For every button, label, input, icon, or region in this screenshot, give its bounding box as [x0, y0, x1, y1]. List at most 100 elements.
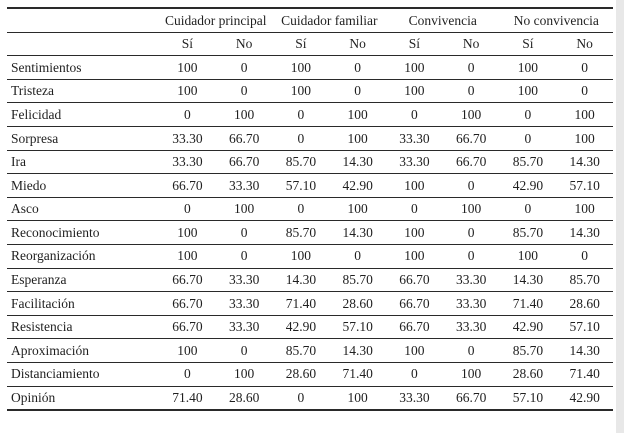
subheader-si: Sí: [159, 32, 216, 57]
cell-value: 14.30: [329, 150, 387, 175]
cell-value: 0: [272, 386, 330, 411]
subheader-no: No: [556, 32, 614, 57]
cell-value: 33.30: [386, 386, 443, 411]
cell-value: 0: [215, 338, 273, 363]
emotions-results-table: Cuidador principal Cuidador familiar Con…: [7, 7, 614, 412]
cell-value: 33.30: [159, 150, 216, 175]
cell-value: 28.60: [272, 362, 330, 387]
table-row: Asco 0 100 0 100 0 100 0 100: [7, 197, 614, 222]
cell-value: 85.70: [556, 268, 614, 293]
table-body: Sentimientos 100 0 100 0 100 0 100 0 Tristeza 100 0…: [7, 55, 614, 411]
cell-value: 42.90: [499, 173, 557, 198]
group-header-cuidador-familiar: Cuidador familiar: [272, 8, 387, 33]
cell-value: 33.30: [442, 315, 500, 340]
cell-value: 33.30: [159, 126, 216, 151]
cell-value: 33.30: [442, 268, 500, 293]
cell-value: 100: [556, 102, 614, 127]
cell-value: 100: [272, 55, 330, 80]
table-row: Felicidad 0 100 0 100 0 100 0 100: [7, 102, 614, 127]
table-row: Distanciamiento 0 100 28.60 71.40 0 100 28.60 71…: [7, 362, 614, 387]
table-row: Ira 33.30 66.70 85.70 14.30 33.30 66.70 85.70 14…: [7, 150, 614, 175]
row-label: Felicidad: [7, 102, 159, 127]
cell-value: 66.70: [215, 150, 273, 175]
row-label: Aproximación: [7, 338, 159, 363]
cell-value: 0: [272, 197, 330, 222]
cell-value: 33.30: [386, 126, 443, 151]
cell-value: 57.10: [329, 315, 387, 340]
table-row: Reconocimiento 100 0 85.70 14.30 100 0 85.70 14.…: [7, 220, 614, 245]
cell-value: 100: [215, 197, 273, 222]
cell-value: 100: [386, 79, 443, 104]
cell-value: 66.70: [442, 150, 500, 175]
cell-value: 100: [329, 126, 387, 151]
table-row: Sorpresa 33.30 66.70 0 100 33.30 66.70 0 100: [7, 126, 614, 151]
cell-value: 66.70: [386, 268, 443, 293]
cell-value: 100: [159, 220, 216, 245]
cell-value: 66.70: [159, 291, 216, 316]
cell-value: 0: [499, 197, 557, 222]
subheader-si: Sí: [386, 32, 443, 57]
cell-value: 14.30: [272, 268, 330, 293]
cell-value: 100: [499, 79, 557, 104]
corner-cell: [7, 32, 159, 57]
row-label: Facilitación: [7, 291, 159, 316]
cell-value: 14.30: [329, 220, 387, 245]
cell-value: 14.30: [499, 268, 557, 293]
table-row: Reorganización 100 0 100 0 100 0 100 0: [7, 244, 614, 269]
cell-value: 0: [499, 102, 557, 127]
subheader-si: Sí: [272, 32, 330, 57]
cell-value: 14.30: [329, 338, 387, 363]
subheader-si: Sí: [499, 32, 557, 57]
row-label: Esperanza: [7, 268, 159, 293]
cell-value: 0: [159, 362, 216, 387]
cell-value: 71.40: [499, 291, 557, 316]
table-row: Tristeza 100 0 100 0 100 0 100 0: [7, 79, 614, 104]
cell-value: 100: [386, 338, 443, 363]
cell-value: 100: [329, 386, 387, 411]
cell-value: 71.40: [329, 362, 387, 387]
table-row: Aproximación 100 0 85.70 14.30 100 0 85.70 14.30: [7, 338, 614, 363]
cell-value: 57.10: [499, 386, 557, 411]
row-label: Sentimientos: [7, 55, 159, 80]
page-edge-shading: [616, 0, 624, 433]
cell-value: 0: [272, 126, 330, 151]
cell-value: 0: [442, 55, 500, 80]
cell-value: 57.10: [556, 315, 614, 340]
table-row: Opinión 71.40 28.60 0 100 33.30 66.70 57.10 42.9…: [7, 386, 614, 411]
row-label: Distanciamiento: [7, 362, 159, 387]
cell-value: 14.30: [556, 338, 614, 363]
cell-value: 42.90: [499, 315, 557, 340]
cell-value: 42.90: [556, 386, 614, 411]
cell-value: 100: [442, 197, 500, 222]
cell-value: 100: [215, 362, 273, 387]
cell-value: 0: [556, 55, 614, 80]
cell-value: 100: [386, 55, 443, 80]
group-header-cuidador-principal: Cuidador principal: [159, 8, 273, 33]
cell-value: 100: [556, 197, 614, 222]
cell-value: 0: [442, 79, 500, 104]
cell-value: 33.30: [215, 291, 273, 316]
row-label: Ira: [7, 150, 159, 175]
cell-value: 0: [272, 102, 330, 127]
cell-value: 0: [329, 55, 387, 80]
cell-value: 33.30: [442, 291, 500, 316]
cell-value: 100: [159, 338, 216, 363]
subheader-row: Sí No Sí No Sí No Sí No: [7, 32, 614, 57]
cell-value: 100: [386, 220, 443, 245]
subheader-no: No: [442, 32, 500, 57]
cell-value: 66.70: [386, 291, 443, 316]
cell-value: 0: [215, 220, 273, 245]
table-row: Miedo 66.70 33.30 57.10 42.90 100 0 42.90 57.10: [7, 173, 614, 198]
cell-value: 71.40: [159, 386, 216, 411]
cell-value: 33.30: [215, 315, 273, 340]
cell-value: 66.70: [386, 315, 443, 340]
cell-value: 71.40: [272, 291, 330, 316]
cell-value: 42.90: [272, 315, 330, 340]
cell-value: 66.70: [442, 126, 500, 151]
cell-value: 0: [159, 102, 216, 127]
cell-value: 33.30: [215, 268, 273, 293]
cell-value: 0: [386, 197, 443, 222]
cell-value: 0: [386, 102, 443, 127]
cell-value: 66.70: [159, 315, 216, 340]
cell-value: 0: [556, 79, 614, 104]
